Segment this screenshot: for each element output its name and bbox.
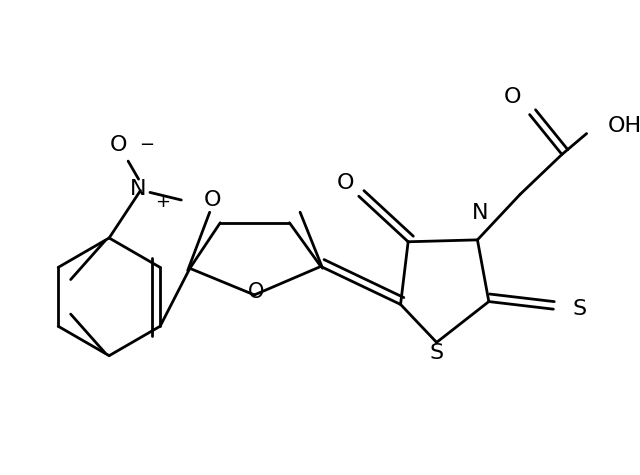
Text: +: + [155,193,170,211]
Text: O: O [110,134,127,154]
Text: N: N [472,203,488,223]
Text: O: O [504,87,522,107]
Text: OH: OH [607,116,640,136]
Text: N: N [131,179,147,199]
Text: O: O [248,282,264,302]
Text: O: O [337,173,355,193]
Text: S: S [429,343,444,363]
Text: −: − [140,136,155,154]
Text: S: S [572,299,586,319]
Text: O: O [204,190,221,210]
